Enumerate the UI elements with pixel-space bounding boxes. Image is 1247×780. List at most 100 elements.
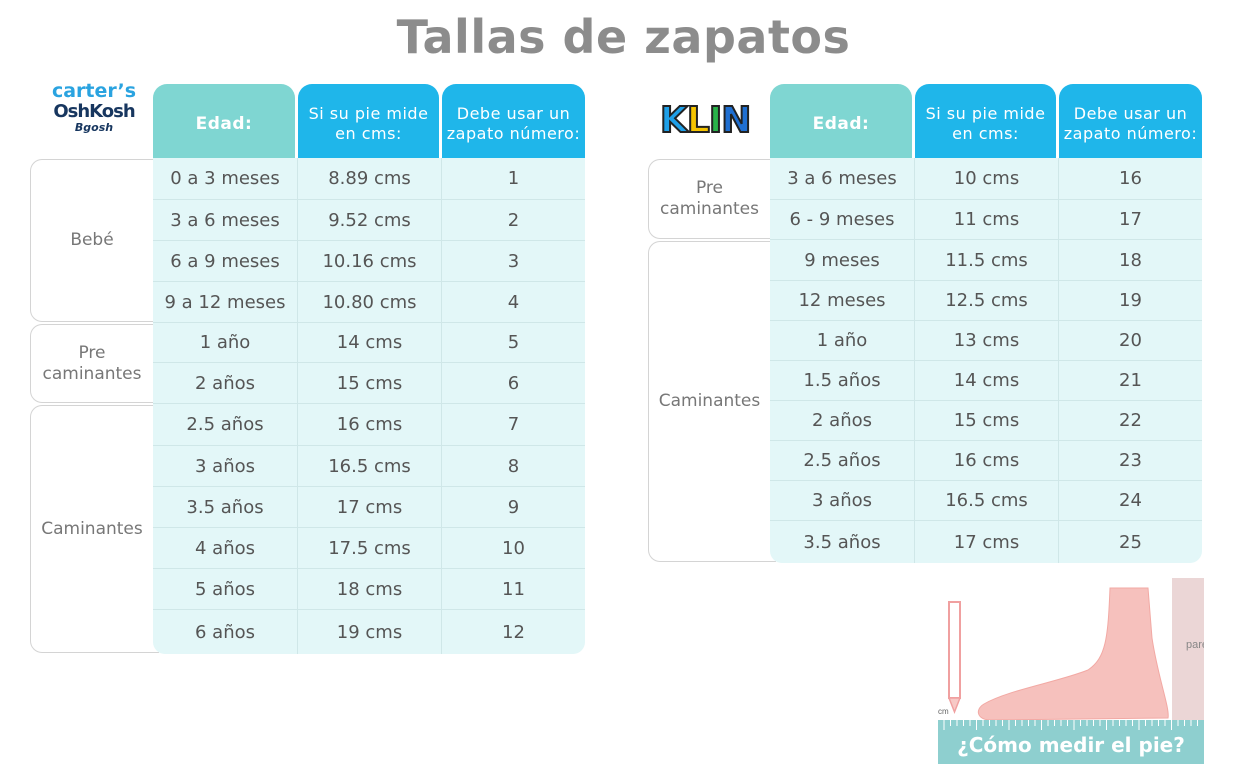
- brand-line-carters: carter’s: [51, 80, 137, 102]
- header-cell-2: Si su pie mide en cms:: [298, 84, 439, 164]
- shoe-size-cell: 3: [507, 250, 520, 272]
- klin-letter: L: [686, 99, 711, 142]
- foot-length-cell: 17 cms: [298, 487, 442, 527]
- foot-length-cell: 16.5 cms: [915, 481, 1059, 520]
- klin-letter: K: [659, 99, 689, 142]
- shoe-size-cell: 19: [1119, 290, 1142, 311]
- age-cell: 1 año: [770, 321, 915, 360]
- table-row: 2.5 años 16 cms 23: [770, 441, 1202, 481]
- table-row: 3.5 años 17 cms 9: [153, 487, 585, 528]
- shoe-size-cell: 17: [1119, 209, 1142, 230]
- foot-measure-drawing: pared cm ¿Cómo medir el pie?: [938, 578, 1214, 764]
- ruler-shape: [938, 720, 1204, 764]
- table-row: 3 a 6 meses 10 cms 16: [770, 158, 1202, 200]
- shoe-size-cell: 22: [1119, 410, 1142, 431]
- age-cell: 6 a 9 meses: [153, 241, 298, 281]
- age-cell: 2.5 años: [770, 441, 915, 480]
- foot-measure-illustration: pared cm ¿Cómo medir el pie?: [938, 578, 1214, 764]
- foot-length-cell: 15 cms: [915, 401, 1059, 440]
- age-cell: 0 a 3 meses: [153, 158, 298, 199]
- table-row: 1 año 14 cms 5: [153, 323, 585, 363]
- table-row: 3 años 16.5 cms 8: [153, 446, 585, 487]
- foot-length-cell: 18 cms: [298, 569, 442, 609]
- shoe-size-cell: 6: [507, 372, 520, 394]
- age-cell: 5 años: [153, 569, 298, 609]
- shoe-size-cell: 18: [1119, 249, 1142, 271]
- age-cell: 12 meses: [770, 281, 915, 320]
- foot-shape: [977, 587, 1169, 721]
- age-cell: 2 años: [770, 401, 915, 440]
- table-row: 3 a 6 meses 9.52 cms 2: [153, 200, 585, 241]
- shoe-size-cell: 11: [502, 578, 525, 600]
- shoe-size-cell: 4: [507, 291, 520, 313]
- table-row: 3.5 años 17 cms 25: [770, 521, 1202, 563]
- foot-length-cell: 10.80 cms: [298, 282, 442, 322]
- shoe-size-cell: 21: [1119, 370, 1142, 391]
- foot-length-cell: 12.5 cms: [915, 281, 1059, 320]
- table-row: 1.5 años 14 cms 21: [770, 361, 1202, 401]
- foot-length-cell: 15 cms: [298, 363, 442, 403]
- header-cell-2: Si su pie mide en cms:: [915, 84, 1056, 164]
- foot-length-cell: 19 cms: [298, 610, 442, 654]
- age-cell: 2.5 años: [153, 404, 298, 445]
- page-title: Tallas de zapatos: [396, 10, 851, 64]
- age-cell: 4 años: [153, 528, 298, 568]
- group-label: Bebé: [30, 159, 159, 322]
- table-row: 9 meses 11.5 cms 18: [770, 240, 1202, 281]
- shoe-size-cell: 8: [507, 455, 520, 477]
- group-label: Pre caminantes: [648, 159, 776, 239]
- foot-length-cell: 11.5 cms: [915, 240, 1059, 280]
- table-row: 2.5 años 16 cms 7: [153, 404, 585, 446]
- age-cell: 9 meses: [770, 240, 915, 280]
- table-row: 6 a 9 meses 10.16 cms 3: [153, 241, 585, 282]
- age-cell: 3 a 6 meses: [770, 158, 915, 199]
- table-row: 0 a 3 meses 8.89 cms 1: [153, 158, 585, 200]
- shoe-size-cell: 16: [1119, 168, 1142, 189]
- carters-oshkosh-logo: carter’s OshKosh Bgosh: [48, 80, 140, 150]
- age-cell: 1 año: [153, 323, 298, 362]
- table-row: 5 años 18 cms 11: [153, 569, 585, 610]
- age-cell: 3 a 6 meses: [153, 200, 298, 240]
- age-cell: 6 años: [153, 610, 298, 654]
- pencil-shape: [948, 601, 961, 699]
- shoe-size-cell: 20: [1119, 330, 1142, 351]
- age-cell: 3 años: [153, 446, 298, 486]
- age-cell: 1.5 años: [770, 361, 915, 400]
- table-row: 3 años 16.5 cms 24: [770, 481, 1202, 521]
- foot-length-cell: 16.5 cms: [298, 446, 442, 486]
- table-row: 2 años 15 cms 6: [153, 363, 585, 404]
- foot-length-cell: 16 cms: [915, 441, 1059, 480]
- wall-shape: [1172, 578, 1204, 720]
- wall-label: pared: [1186, 639, 1204, 651]
- shoe-size-cell: 5: [507, 332, 520, 353]
- foot-length-cell: 14 cms: [298, 323, 442, 362]
- table-row: 1 año 13 cms 20: [770, 321, 1202, 361]
- brand-line-bgosh: Bgosh: [74, 121, 114, 134]
- table-row: 6 años 19 cms 12: [153, 610, 585, 654]
- klin-logo: KLIN: [659, 99, 752, 142]
- header-cell-1: Edad:: [770, 84, 912, 164]
- group-label: Pre caminantes: [30, 324, 159, 403]
- table-row: 9 a 12 meses 10.80 cms 4: [153, 282, 585, 323]
- age-cell: 3.5 años: [770, 521, 915, 563]
- table-row: 6 - 9 meses 11 cms 17: [770, 200, 1202, 240]
- shoe-size-cell: 2: [507, 209, 520, 231]
- header-cell-3: Debe usar un zapato número:: [1059, 84, 1202, 164]
- table-body: 0 a 3 meses 8.89 cms 1 3 a 6 meses 9.52 cms 2…: [153, 158, 585, 654]
- shoe-size-cell: 10: [502, 537, 525, 559]
- shoe-size-cell: 12: [502, 621, 525, 643]
- shoe-size-cell: 23: [1119, 450, 1142, 471]
- foot-length-cell: 17.5 cms: [298, 528, 442, 568]
- table-row: 12 meses 12.5 cms 19: [770, 281, 1202, 321]
- table-body: 3 a 6 meses 10 cms 16 6 - 9 meses 11 cms 17 9 …: [770, 158, 1202, 563]
- shoe-size-cell: 25: [1119, 531, 1142, 553]
- foot-length-cell: 10 cms: [915, 158, 1059, 199]
- age-cell: 6 - 9 meses: [770, 200, 915, 239]
- foot-length-cell: 11 cms: [915, 200, 1059, 239]
- foot-length-cell: 16 cms: [298, 404, 442, 445]
- age-cell: 3.5 años: [153, 487, 298, 527]
- klin-letter: I: [708, 99, 724, 142]
- age-cell: 9 a 12 meses: [153, 282, 298, 322]
- age-cell: 2 años: [153, 363, 298, 403]
- measure-caption: ¿Cómo medir el pie?: [957, 733, 1185, 757]
